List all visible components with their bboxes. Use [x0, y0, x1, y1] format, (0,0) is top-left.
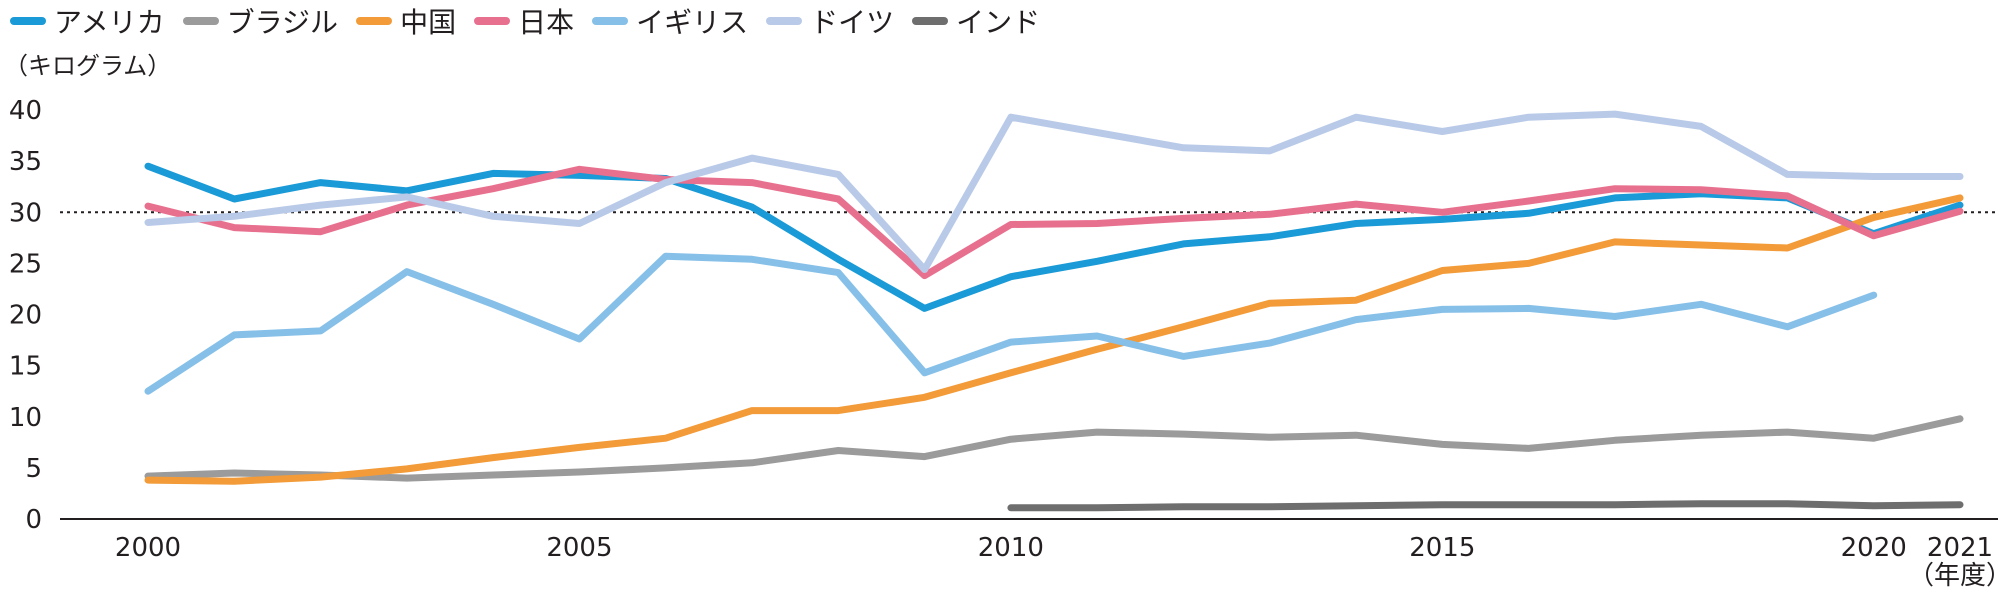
x-tick-label: 2000 — [115, 533, 181, 563]
x-tick-label: 2005 — [546, 533, 612, 563]
x-axis-year-suffix: （年度） — [1908, 561, 2000, 590]
y-tick-label: 10 — [9, 403, 42, 433]
y-axis-unit-label: （キログラム） — [4, 52, 172, 80]
y-tick-label: 0 — [25, 505, 42, 535]
legend-label: イギリス — [636, 6, 749, 39]
legend-item-2: 中国 — [356, 1, 456, 41]
y-tick-label: 25 — [9, 249, 42, 279]
y-tick-label: 20 — [9, 301, 42, 331]
series-line-6 — [1007, 500, 1964, 512]
legend-item-4: イギリス — [592, 1, 748, 41]
legend-swatch — [592, 17, 629, 25]
chart-legend: アメリカ ブラジル 中国 日本 イギリス ドイツ インド — [10, 0, 1058, 42]
legend-item-5: ドイツ — [766, 1, 894, 41]
legend-label: ブラジル — [226, 6, 339, 39]
legend-label: 中国 — [400, 6, 457, 39]
legend-item-6: インド — [912, 1, 1040, 41]
y-tick-label: 35 — [9, 147, 42, 177]
series-line-0 — [144, 162, 1964, 312]
legend-item-0: アメリカ — [10, 1, 165, 41]
legend-swatch — [182, 17, 219, 25]
legend-label: 日本 — [518, 6, 575, 39]
x-tick-label: 2021 — [1927, 533, 1993, 563]
legend-label: ドイツ — [810, 6, 895, 39]
series-line-5 — [144, 110, 1964, 273]
legend-swatch — [912, 17, 949, 25]
x-tick-label: 2010 — [978, 533, 1044, 563]
legend-label: インド — [956, 6, 1041, 39]
series-line-2 — [144, 194, 1964, 485]
series-line-1 — [144, 415, 1964, 482]
series-line-3 — [144, 165, 1964, 280]
legend-item-3: 日本 — [474, 1, 574, 41]
x-tick-label: 2020 — [1841, 533, 1907, 563]
y-tick-label: 5 — [25, 454, 42, 484]
x-tick-label: 2015 — [1409, 533, 1475, 563]
legend-swatch — [474, 17, 511, 25]
legend-swatch — [10, 17, 46, 25]
legend-swatch — [766, 17, 803, 25]
y-tick-label: 30 — [9, 198, 42, 228]
series-line-4 — [144, 252, 1878, 395]
legend-swatch — [356, 17, 393, 25]
legend-item-1: ブラジル — [182, 1, 339, 41]
y-tick-label: 15 — [9, 352, 42, 382]
y-tick-label: 40 — [9, 96, 42, 126]
legend-label: アメリカ — [54, 6, 165, 39]
